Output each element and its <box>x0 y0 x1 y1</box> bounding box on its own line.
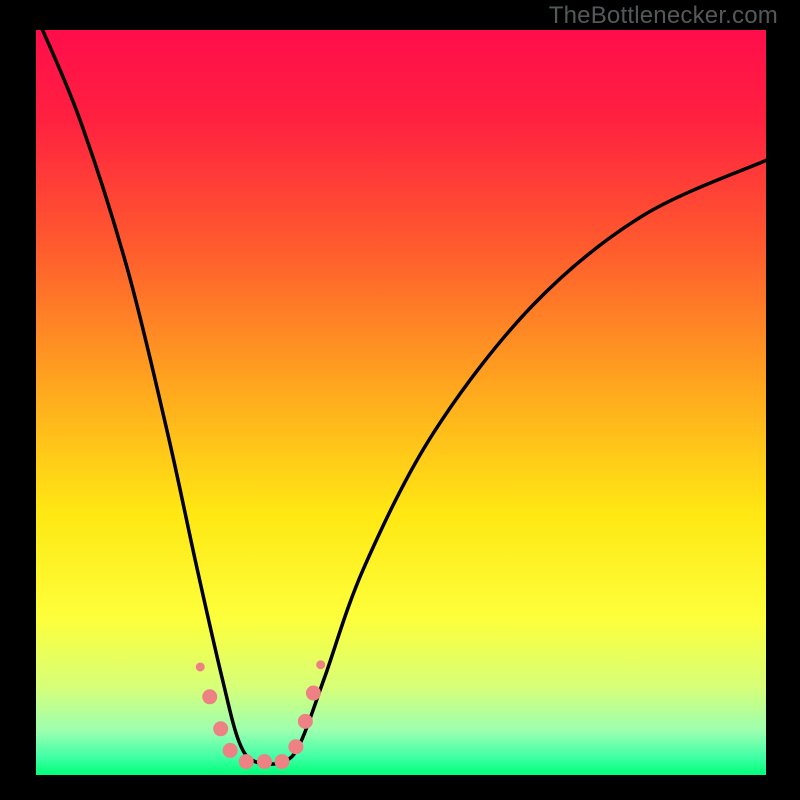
plot-area <box>36 30 766 775</box>
marker-dot <box>298 714 312 728</box>
marker-dot <box>317 661 325 669</box>
marker-dot <box>196 663 204 671</box>
marker-dot <box>257 755 271 769</box>
marker-dot <box>203 690 217 704</box>
marker-dot <box>275 755 289 769</box>
marker-dot <box>214 722 228 736</box>
marker-dot <box>239 755 253 769</box>
curve-svg <box>36 30 766 775</box>
marker-dot <box>306 686 320 700</box>
optimal-markers <box>196 661 324 769</box>
bottleneck-curve <box>36 30 766 764</box>
watermark-text: TheBottlenecker.com <box>549 2 778 30</box>
chart-stage: TheBottlenecker.com <box>0 0 800 800</box>
marker-dot <box>223 743 237 757</box>
marker-dot <box>289 740 303 754</box>
